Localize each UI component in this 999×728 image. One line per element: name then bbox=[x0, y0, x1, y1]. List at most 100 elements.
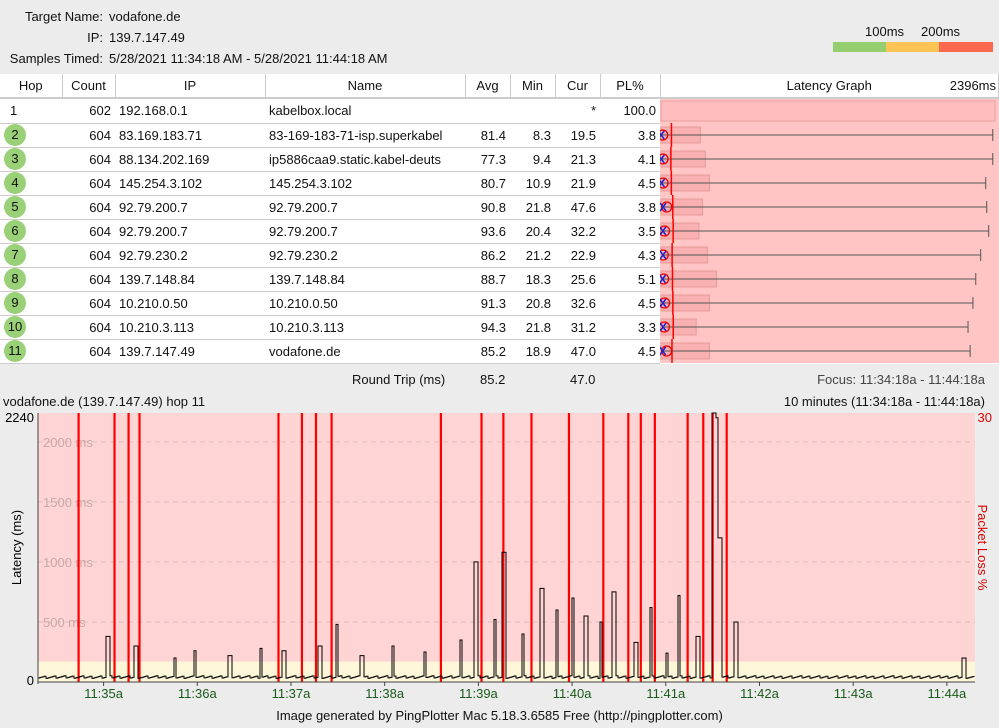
x-tick-label: 11:35a bbox=[84, 686, 124, 701]
x-tick-label: 11:36a bbox=[178, 686, 218, 701]
hop-row[interactable]: 11 604 139.7.147.49 vodafone.de 85.2 18.9 47.0… bbox=[0, 339, 999, 364]
cell-ip: 145.254.3.102 bbox=[115, 171, 265, 196]
cell-cur: 25.6 bbox=[555, 267, 600, 292]
cell-name: 92.79.200.7 bbox=[265, 219, 465, 244]
latency-graph-cell bbox=[660, 267, 999, 291]
hop-row[interactable]: 2 604 83.169.183.71 83-169-183-71-isp.super… bbox=[0, 123, 999, 148]
latency-graph-cell bbox=[660, 339, 999, 363]
cell-min: 18.9 bbox=[510, 339, 555, 364]
cell-min: 20.4 bbox=[510, 219, 555, 244]
cell-count: 604 bbox=[62, 195, 115, 220]
cell-ip: 192.168.0.1 bbox=[115, 98, 265, 124]
cell-pl: 4.1 bbox=[600, 147, 660, 172]
column-header-min[interactable]: Min bbox=[510, 74, 556, 99]
hop-row[interactable]: 3 604 88.134.202.169 ip5886caa9.static.kabe… bbox=[0, 147, 999, 172]
cell-ip: 83.169.183.71 bbox=[115, 123, 265, 148]
latency-graph-cell bbox=[660, 291, 999, 315]
cell-cur: 19.5 bbox=[555, 123, 600, 148]
chart-range: 10 minutes (11:34:18a - 11:44:18a) bbox=[783, 394, 985, 409]
cell-hop: 4 bbox=[0, 171, 62, 196]
cell-name: 139.7.148.84 bbox=[265, 267, 465, 292]
round-trip-label: Round Trip (ms) bbox=[352, 372, 446, 387]
latency-graph-label: Latency Graph bbox=[786, 78, 872, 93]
latency-line bbox=[37, 412, 975, 679]
hop-row[interactable]: 1 602 192.168.0.1 kabelbox.local * 100.0 bbox=[0, 98, 999, 124]
column-header-latency-graph[interactable]: Latency Graph 2396ms bbox=[660, 74, 999, 99]
cell-avg: 85.2 bbox=[465, 339, 510, 364]
hop-badge: 8 bbox=[4, 268, 26, 290]
grid-label: 1000 ms bbox=[43, 555, 93, 570]
column-header-ip[interactable]: IP bbox=[115, 74, 266, 99]
column-header-pl[interactable]: PL% bbox=[600, 74, 661, 99]
cell-name: 10.210.0.50 bbox=[265, 291, 465, 316]
cell-pl: 5.1 bbox=[600, 267, 660, 292]
hop-row[interactable]: 7 604 92.79.230.2 92.79.230.2 86.2 21.2 22.9 4.… bbox=[0, 243, 999, 268]
cell-avg: 80.7 bbox=[465, 171, 510, 196]
column-header-avg[interactable]: Avg bbox=[465, 74, 511, 99]
latency-graph-scale: 2396ms bbox=[949, 78, 996, 93]
latency-graph-cell bbox=[660, 98, 999, 123]
hop-badge: 6 bbox=[4, 220, 26, 242]
hop-badge: 9 bbox=[4, 292, 26, 314]
cell-pl: 3.8 bbox=[600, 123, 660, 148]
cell-name: 10.210.3.113 bbox=[265, 315, 465, 340]
footer: Image generated by PingPlotter Mac 5.18.… bbox=[276, 708, 723, 723]
latency-graph-cell bbox=[660, 195, 999, 219]
latency-graph-cell bbox=[660, 219, 999, 243]
hop-row[interactable]: 6 604 92.79.200.7 92.79.200.7 93.6 20.4 32.2 3.… bbox=[0, 219, 999, 244]
x-tick-label: 11:40a bbox=[553, 686, 593, 701]
focus-range: Focus: 11:34:18a - 11:44:18a bbox=[817, 372, 985, 387]
cell-avg: 88.7 bbox=[465, 267, 510, 292]
cell-ip: 92.79.230.2 bbox=[115, 243, 265, 268]
cell-ip: 139.7.147.49 bbox=[115, 339, 265, 364]
cell-hop: 3 bbox=[0, 147, 62, 172]
column-header-count[interactable]: Count bbox=[62, 74, 116, 99]
hop-badge: 10 bbox=[4, 316, 26, 338]
cell-hop: 7 bbox=[0, 243, 62, 268]
cell-count: 604 bbox=[62, 171, 115, 196]
cell-avg: 90.8 bbox=[465, 195, 510, 220]
cell-avg: 94.3 bbox=[465, 315, 510, 340]
target-info: Target Name: vodafone.de IP: 139.7.147.49 … bbox=[0, 6, 388, 69]
cell-cur: 31.2 bbox=[555, 315, 600, 340]
y2-axis-label: Packet Loss % bbox=[975, 505, 990, 591]
cell-cur: * bbox=[555, 98, 600, 124]
cell-avg: 93.6 bbox=[465, 219, 510, 244]
cell-hop: 9 bbox=[0, 291, 62, 316]
target-ip: 139.7.147.49 bbox=[109, 30, 185, 45]
x-tick-label: 11:42a bbox=[740, 686, 780, 701]
x-tick-label: 11:44a bbox=[927, 686, 967, 701]
cell-name: 83-169-183-71-isp.superkabel bbox=[265, 123, 465, 148]
round-trip-bar: Round Trip (ms) 85.2 47.0 Focus: 11:34:1… bbox=[0, 367, 999, 393]
cell-min: 10.9 bbox=[510, 171, 555, 196]
cell-count: 604 bbox=[62, 219, 115, 244]
cell-pl: 3.3 bbox=[600, 315, 660, 340]
cell-hop: 1 bbox=[0, 98, 62, 124]
column-header-name[interactable]: Name bbox=[265, 74, 466, 99]
cell-min: 8.3 bbox=[510, 123, 555, 148]
hop-badge: 11 bbox=[4, 340, 26, 362]
hop-row[interactable]: 5 604 92.79.200.7 92.79.200.7 90.8 21.8 47.6 3.… bbox=[0, 195, 999, 220]
latency-chart[interactable]: 500 ms 1000 ms 1500 ms 2000 ms 2240 0 30 Latenc… bbox=[0, 406, 999, 706]
column-header-hop[interactable]: Hop bbox=[0, 74, 63, 99]
cell-pl: 3.5 bbox=[600, 219, 660, 244]
cell-hop: 6 bbox=[0, 219, 62, 244]
hop-badge: 3 bbox=[4, 148, 26, 170]
cell-avg: 91.3 bbox=[465, 291, 510, 316]
hop-row[interactable]: 10 604 10.210.3.113 10.210.3.113 94.3 21.8 31.… bbox=[0, 315, 999, 340]
cell-count: 602 bbox=[62, 98, 115, 124]
cell-hop: 11 bbox=[0, 339, 62, 364]
cell-avg bbox=[465, 98, 510, 124]
target-label: Target Name: bbox=[24, 9, 103, 24]
y-tick-top: 2240 bbox=[5, 410, 34, 425]
hop-row[interactable]: 4 604 145.254.3.102 145.254.3.102 80.7 10.9 21… bbox=[0, 171, 999, 196]
column-header-cur[interactable]: Cur bbox=[555, 74, 601, 99]
cell-cur: 47.0 bbox=[555, 339, 600, 364]
cell-hop: 5 bbox=[0, 195, 62, 220]
cell-count: 604 bbox=[62, 291, 115, 316]
hop-row[interactable]: 8 604 139.7.148.84 139.7.148.84 88.7 18.3 25.6… bbox=[0, 267, 999, 292]
cell-pl: 3.8 bbox=[600, 195, 660, 220]
hop-table: Hop Count IP Name Avg Min Cur PL% Latency Graph 2… bbox=[0, 74, 999, 364]
hop-row[interactable]: 9 604 10.210.0.50 10.210.0.50 91.3 20.8 32.6 4.… bbox=[0, 291, 999, 316]
cell-min: 9.4 bbox=[510, 147, 555, 172]
